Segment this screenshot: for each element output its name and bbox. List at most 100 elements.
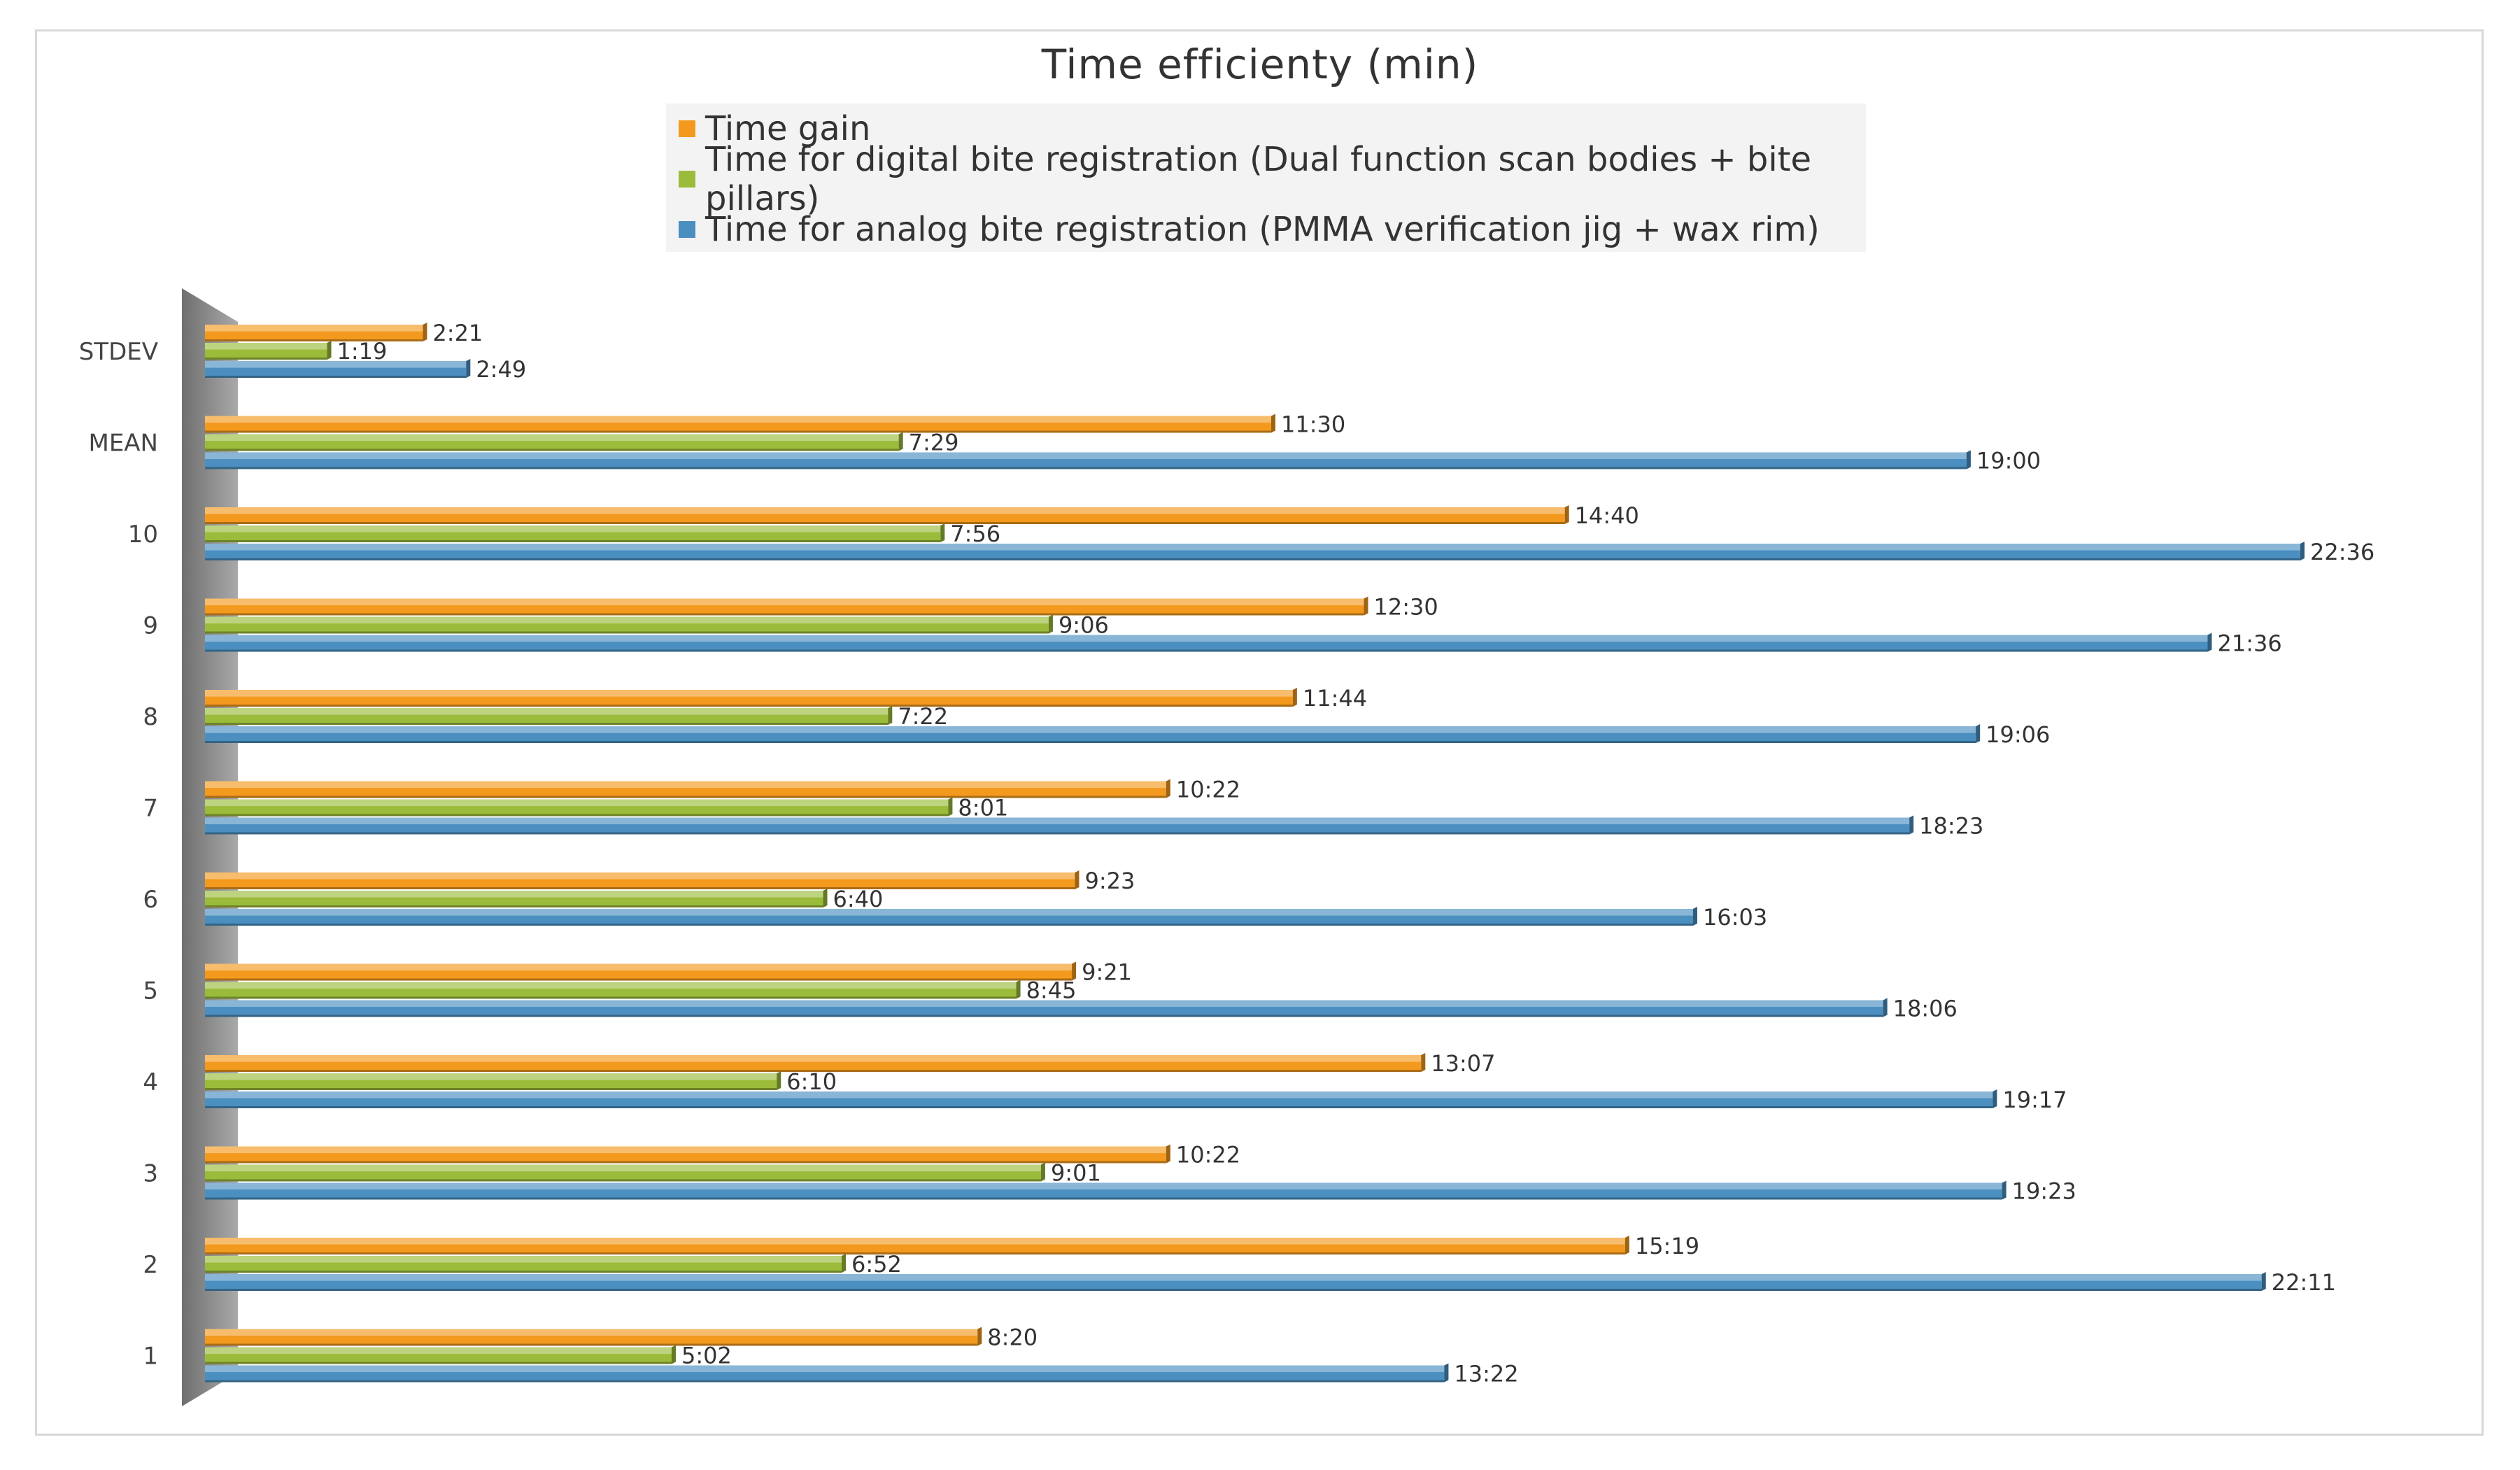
bar-end-cap [777, 1071, 781, 1090]
bar-bottom-edge [205, 741, 1976, 743]
labels-layer: STDEV MEAN 10 9 8 7 6 5 4 3 2 1 2:21 11:30 14:40 12:30 1… [79, 320, 2375, 1387]
bar-highlight [205, 1365, 1445, 1373]
data-label: 13:07 [1431, 1050, 1495, 1077]
data-label: 19:06 [1985, 721, 2050, 748]
bar-end-cap [1075, 870, 1080, 889]
bar [205, 359, 471, 378]
bar [205, 870, 1080, 889]
category-tick-label: 2 [143, 1251, 158, 1279]
bar-end-cap [1166, 1144, 1170, 1164]
bar [205, 724, 1981, 743]
data-label: 6:52 [851, 1251, 902, 1278]
legend-item-analog: Time for analog bite registration (PMMA … [679, 209, 1820, 250]
category-tick-label: 7 [143, 795, 158, 823]
bar [205, 1345, 676, 1364]
bar-bottom-edge [205, 1343, 978, 1346]
bar-end-cap [1992, 1089, 1997, 1108]
bar [205, 1089, 1997, 1108]
bar-highlight [205, 1091, 1993, 1098]
data-label: 22:11 [2272, 1269, 2336, 1296]
bar-end-cap [1421, 1053, 1426, 1072]
bar [205, 961, 1077, 981]
bar-bottom-edge [205, 814, 949, 817]
bar [205, 907, 1697, 926]
data-label: 21:36 [2217, 630, 2281, 657]
bar-highlight [205, 598, 1364, 606]
bar-end-cap [898, 432, 903, 451]
bar-bottom-edge [205, 1380, 1445, 1383]
bar-end-cap [1271, 414, 1276, 433]
bar-highlight [205, 690, 1293, 697]
category-tick-label: 4 [143, 1068, 158, 1096]
bar-highlight [205, 416, 1272, 423]
bar-end-cap [2300, 542, 2305, 560]
bar [205, 323, 427, 341]
bar-highlight [205, 1164, 1041, 1172]
bar-highlight [205, 507, 1565, 514]
bar-highlight [205, 817, 1910, 825]
data-label: 13:22 [1454, 1361, 1518, 1387]
bar-bottom-edge [205, 649, 2208, 652]
bar-end-cap [1976, 724, 1981, 743]
bar-end-cap [1048, 614, 1053, 634]
bar-highlight [205, 1347, 672, 1355]
bar-end-cap [888, 706, 893, 725]
bar-bottom-edge [205, 705, 1293, 707]
bar [205, 797, 953, 817]
data-label: 9:01 [1051, 1160, 1101, 1187]
data-label: 9:21 [1082, 959, 1132, 986]
bar-bottom-edge [205, 376, 467, 378]
bar [205, 523, 945, 542]
bar-bottom-edge [205, 796, 1166, 798]
data-label: 6:10 [786, 1068, 837, 1095]
legend-item-digital: Time for digital bite registration (Dual… [679, 140, 1866, 218]
bar-end-cap [423, 323, 427, 341]
bar-bottom-edge [205, 1161, 1166, 1164]
bar-bottom-edge [205, 448, 899, 451]
data-label: 12:30 [1374, 594, 1438, 621]
category-tick-label: 9 [143, 612, 158, 640]
bar-highlight [205, 982, 1017, 989]
bar-highlight [205, 525, 941, 532]
bar-highlight [205, 452, 1967, 460]
bar-bottom-edge [205, 996, 1017, 999]
bar-bottom-edge [205, 1106, 1993, 1108]
bar-bottom-edge [205, 522, 1565, 524]
bar-end-cap [1883, 998, 1888, 1017]
data-label: 11:30 [1281, 411, 1345, 438]
bar-bottom-edge [205, 339, 423, 341]
bar [205, 1254, 847, 1273]
bar-bottom-edge [205, 1362, 672, 1364]
bar-end-cap [327, 341, 332, 360]
data-label: 19:00 [1976, 448, 2041, 474]
bar-highlight [205, 708, 889, 715]
data-label: 14:40 [1575, 502, 1639, 529]
data-label: 9:06 [1059, 612, 1109, 639]
bar-bottom-edge [205, 1015, 1883, 1017]
bar-bottom-edge [205, 1271, 842, 1273]
data-label: 9:23 [1084, 868, 1135, 894]
bar-bottom-edge [205, 1070, 1422, 1072]
bar-bottom-edge [205, 1197, 2002, 1200]
bar [205, 889, 828, 907]
data-label: 7:29 [909, 430, 959, 456]
bar-end-cap [1624, 1236, 1629, 1255]
bar-highlight [205, 343, 327, 350]
data-label: 19:17 [2002, 1087, 2067, 1113]
category-tick-label: 8 [143, 703, 158, 731]
category-tick-label: 5 [143, 977, 158, 1005]
bar-end-cap [1292, 688, 1297, 707]
legend-swatch-analog [679, 221, 695, 238]
data-label: 18:06 [1893, 996, 1958, 1022]
chart-title: Time efficienty (min) [1041, 41, 1479, 88]
bar-highlight [205, 325, 423, 332]
bar-end-cap [1166, 779, 1170, 798]
bar-bottom-edge [205, 1289, 2262, 1291]
bar-highlight [205, 1238, 1625, 1245]
bar [205, 542, 2305, 560]
bar [205, 1327, 982, 1346]
bar-highlight [205, 1329, 978, 1336]
bar-bottom-edge [205, 631, 1049, 634]
bar-end-cap [1564, 505, 1569, 524]
